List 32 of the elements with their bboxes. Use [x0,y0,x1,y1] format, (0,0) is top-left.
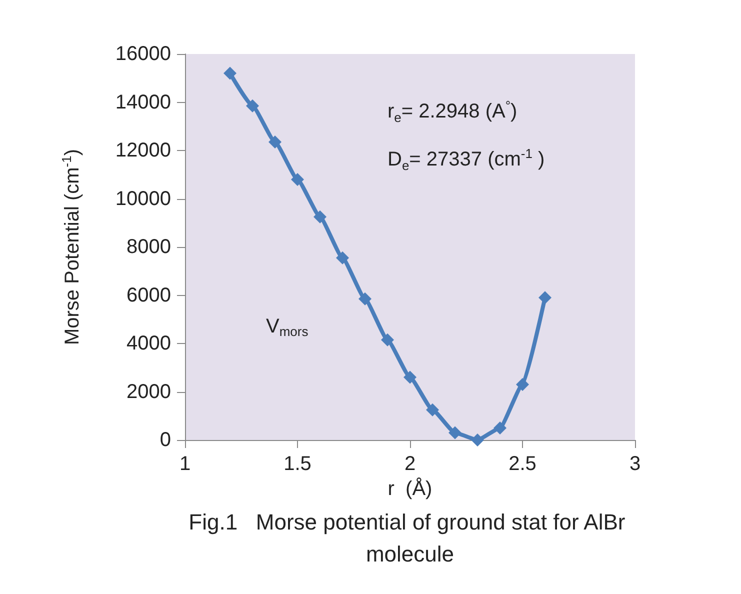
y-tick-label: 16000 [115,43,171,65]
x-tick-label: 1 [179,453,191,475]
point [268,136,282,149]
point [314,210,326,224]
point [448,426,462,440]
point [381,333,394,346]
point [358,292,372,306]
y-tick-label: 12000 [115,140,171,162]
point [224,66,236,80]
x-axis-title: r (Å) [388,476,432,500]
point [516,378,529,392]
y-tick-label: 0 [160,429,171,451]
y-tick-label: 14000 [115,91,171,114]
y-tick-label: 10000 [115,188,171,210]
y-axis-title: Morse Potential (cm-1) [59,148,84,346]
x-tick-label: 3 [629,453,641,475]
x-tick-label: 2 [404,453,416,475]
point [246,99,259,112]
y-tick-label: 6000 [126,284,171,306]
point [426,403,439,416]
y-tick-label: 8000 [126,236,171,258]
point [471,434,484,446]
point [538,291,552,304]
x-tick-label: 2.5 [508,453,536,475]
y-tick-label: 4000 [126,332,171,354]
y-tick-label: 2000 [126,380,171,403]
x-tick-label: 1.5 [284,453,312,475]
point [291,172,304,186]
text: Fig.1 Morse potential of ground stat for AlBr molecule [188,510,632,566]
point [404,370,416,384]
point [494,421,506,434]
point [336,251,349,264]
